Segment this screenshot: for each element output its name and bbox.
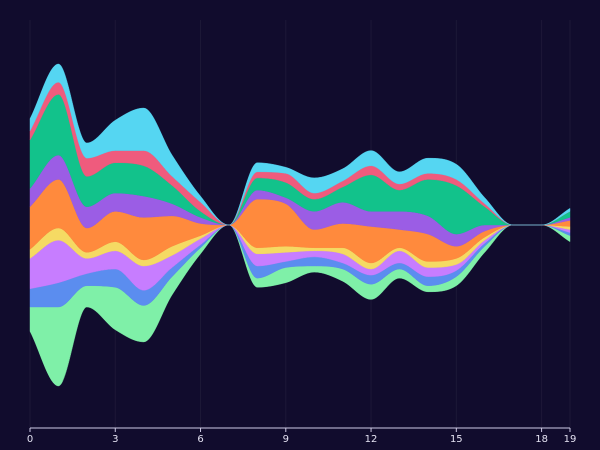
x-tick-label-3: 3 (112, 434, 118, 445)
x-tick-label-19: 19 (564, 434, 577, 445)
stream-layers (29, 63, 571, 387)
x-tick-label-0: 0 (27, 434, 33, 445)
x-tick-label-9: 9 (283, 434, 289, 445)
x-tick-label-12: 12 (365, 434, 378, 445)
x-tick-label-18: 18 (535, 434, 548, 445)
x-tick-label-15: 15 (450, 434, 463, 445)
x-axis: 0 3 6 9 12 15 18 19 (27, 427, 577, 445)
stream-layer-9 (29, 63, 571, 226)
x-tick-label-6: 6 (197, 434, 203, 445)
